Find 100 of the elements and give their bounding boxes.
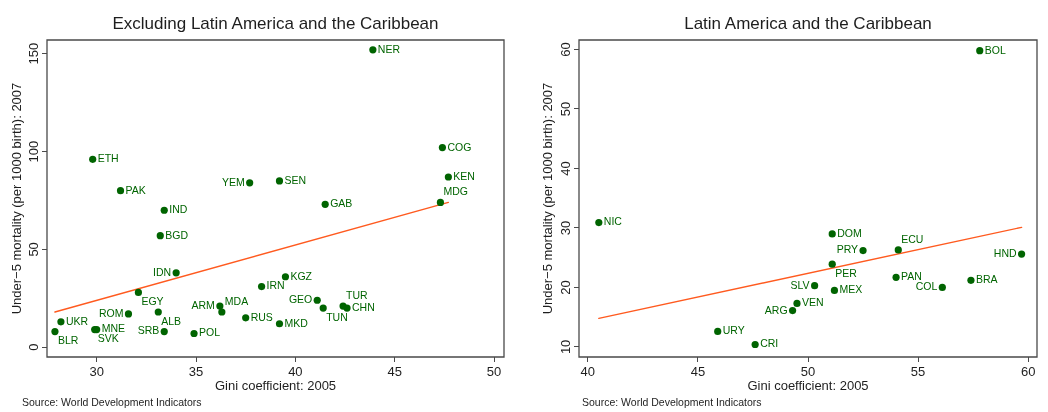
point	[313, 296, 321, 304]
point	[156, 232, 164, 240]
annotation: MNE	[101, 322, 126, 335]
point	[160, 206, 168, 214]
annotation: MDA	[224, 294, 249, 307]
annotation: YEM	[221, 175, 245, 188]
annotation: COL	[915, 280, 938, 293]
annotation: NIC	[603, 215, 623, 228]
point	[830, 286, 839, 294]
point	[257, 282, 266, 291]
point	[216, 302, 224, 310]
point	[595, 218, 603, 227]
point	[275, 177, 284, 185]
point	[751, 340, 759, 349]
x-tick-label: 35	[188, 364, 204, 380]
annotation: CRI	[760, 337, 779, 350]
x-tick-label: 45	[690, 364, 706, 380]
annotation: BGD	[165, 228, 189, 241]
annotation: PRY	[836, 243, 859, 256]
point	[275, 320, 284, 328]
annotation: BLR	[57, 334, 79, 347]
annotation: IDN	[153, 265, 172, 278]
x-tick-label: 55	[910, 364, 926, 380]
point	[892, 273, 900, 281]
point	[828, 230, 836, 238]
point	[811, 282, 819, 290]
annotation: MEX	[839, 283, 863, 296]
point	[321, 200, 329, 208]
annotation: KGZ	[290, 269, 313, 282]
annotation: PAN	[901, 270, 922, 283]
y-tick-label: 50	[557, 101, 573, 117]
y-tick-label: 30	[557, 220, 573, 236]
y-tick-label: 40	[557, 161, 573, 176]
x-axis-title: Gini coefficient: 2005	[747, 377, 869, 393]
annotation: TUR	[346, 289, 369, 302]
point	[160, 327, 168, 336]
point	[242, 314, 250, 322]
annotation: UKR	[65, 314, 89, 327]
x-tick-label: 30	[89, 364, 104, 380]
x-tick-label: 45	[387, 364, 402, 380]
annotation: COG	[447, 140, 472, 153]
annotation: PAK	[125, 183, 146, 196]
point	[319, 304, 327, 312]
annotation: TUN	[326, 310, 348, 323]
annotation: URY	[722, 324, 745, 337]
y-tick-label: 20	[557, 280, 573, 295]
point	[436, 198, 445, 207]
annotation: PER	[835, 267, 858, 280]
annotation: IRN	[266, 279, 285, 292]
annotation: GEO	[288, 293, 313, 306]
point	[828, 260, 836, 268]
annotation: BOL	[984, 43, 1006, 56]
annotation: EGY	[141, 295, 164, 308]
point	[967, 276, 975, 284]
y-axis-title: Under−5 mortality (per 1000 birth): 2007	[540, 82, 556, 315]
point	[57, 318, 65, 326]
point	[172, 269, 180, 277]
annotation: ALB	[161, 314, 182, 327]
point	[343, 304, 351, 312]
point	[444, 173, 452, 181]
y-tick-label: 100	[25, 140, 41, 163]
point	[438, 144, 446, 152]
annotation: ETH	[97, 152, 119, 165]
point	[281, 273, 290, 281]
y-tick-label: 150	[25, 42, 41, 65]
point	[788, 307, 797, 315]
x-tick-label: 60	[1020, 364, 1036, 380]
annotation: NER	[377, 42, 401, 55]
annotation: MDG	[443, 185, 468, 198]
annotation: ROM	[98, 306, 124, 319]
point	[1017, 250, 1026, 258]
annotation: ARM	[191, 299, 215, 312]
annotation: KEN	[453, 169, 475, 182]
annotation: BRA	[975, 273, 998, 286]
point	[246, 179, 254, 187]
source-note: Source: World Development Indicators	[22, 395, 202, 408]
annotation: SLV	[790, 278, 810, 291]
annotation: CHN	[352, 300, 375, 313]
annotation: VEN	[801, 296, 824, 309]
chart-title: Excluding Latin America and the Caribbean	[112, 13, 439, 33]
y-tick-label: 10	[557, 339, 573, 355]
point	[134, 288, 142, 297]
x-tick-label: 50	[486, 364, 502, 380]
point	[894, 246, 902, 254]
y-tick-label: 60	[557, 42, 573, 57]
annotation: SRB	[137, 324, 160, 337]
point	[116, 187, 125, 195]
point	[89, 155, 97, 163]
x-tick-label: 40	[580, 364, 596, 380]
point	[714, 327, 722, 336]
annotation: HND	[993, 247, 1017, 259]
point	[124, 310, 133, 318]
annotation: ARG	[764, 303, 788, 316]
annotation: POL	[199, 326, 221, 339]
point	[859, 246, 867, 255]
annotation: IND	[169, 203, 188, 216]
point	[218, 308, 226, 316]
point	[976, 47, 984, 55]
annotation: SEN	[284, 173, 307, 186]
y-axis-title: Under−5 mortality (per 1000 birth): 2007	[9, 82, 25, 315]
